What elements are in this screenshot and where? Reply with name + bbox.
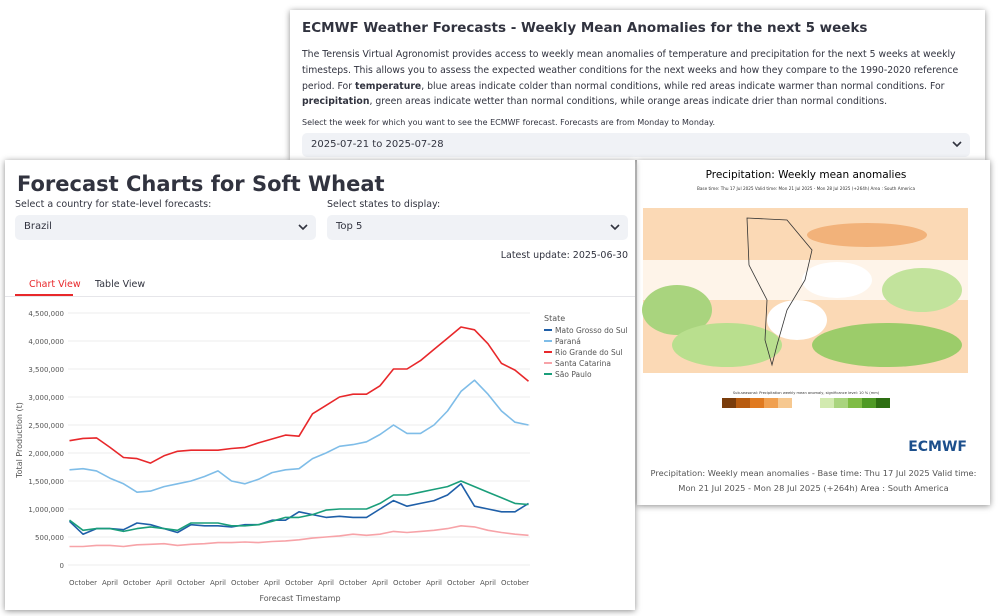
map-title: Precipitation: Weekly mean anomalies	[706, 169, 907, 181]
description: The Terensis Virtual Agronomist provides…	[302, 47, 974, 110]
series-line	[69, 525, 529, 548]
map-area	[642, 285, 712, 335]
y-tick-label: 2,000,000	[28, 450, 64, 458]
latest-update: Latest update: 2025-06-30	[500, 250, 628, 261]
series-line	[69, 326, 530, 464]
map-area	[882, 268, 962, 312]
logo: ECMWF	[908, 439, 967, 455]
ecmwf-title: ECMWF Weather Forecasts - Weekly Mean An…	[302, 20, 868, 36]
country-label: Select a country for state-level forecas…	[15, 199, 212, 210]
y-tick-label: 4,500,000	[28, 310, 64, 318]
text: , blue areas indicate colder than normal…	[421, 80, 945, 92]
states-label: Select states to display:	[327, 199, 441, 210]
select-value: Top 5	[336, 221, 363, 232]
x-tick-label: April	[426, 579, 442, 587]
tab[interactable]: Table View	[95, 279, 146, 290]
text: The Terensis Virtual Agronomist provides…	[302, 49, 959, 92]
legend-label: Mato Grosso do Sul	[555, 326, 627, 335]
select-value: 2025-07-21 to 2025-07-28	[311, 139, 444, 150]
map-figure: Precipitation: Weekly mean anomalies Bas…	[642, 169, 968, 455]
x-tick-label: October	[501, 579, 529, 587]
tab-underline	[15, 294, 73, 296]
chevron	[298, 224, 308, 231]
colorbar	[722, 398, 890, 408]
colorbar-label: Sub-seasonal: Precipitation weekly mean …	[733, 391, 880, 395]
x-tick-label: October	[123, 579, 151, 587]
text: , green areas indicate wetter than norma…	[369, 96, 888, 108]
map-caption: Precipitation: Weekly mean anomalies - B…	[650, 468, 977, 493]
x-tick-label: April	[318, 579, 334, 587]
x-tick-label: April	[264, 579, 280, 587]
y-axis-label: Total Production (t)	[15, 402, 24, 479]
x-tick-label: April	[156, 579, 172, 587]
map-subtitle: Base time: Thu 17 Jul 2025 Valid time: M…	[697, 186, 915, 191]
legend-label: Paraná	[555, 337, 581, 346]
series-line	[69, 379, 529, 493]
x-tick-label: April	[372, 579, 388, 587]
legend-title: State	[544, 314, 565, 323]
map-panel: Precipitation: Weekly mean anomalies Bas…	[637, 160, 990, 505]
forecast-panel: Forecast Charts for Soft Wheat Select a …	[5, 160, 635, 610]
x-tick-label: October	[393, 579, 421, 587]
series-line	[68, 483, 529, 535]
legend-label: São Paulo	[555, 370, 592, 379]
y-tick-label: 1,500,000	[28, 478, 64, 486]
y-tick-label: 2,500,000	[28, 422, 64, 430]
y-tick-label: 500,000	[35, 534, 64, 542]
tab-border	[5, 296, 635, 297]
y-tick-label: 1,000,000	[28, 506, 64, 514]
x-tick-label: October	[231, 579, 259, 587]
map-area	[812, 323, 962, 367]
map-area	[672, 323, 782, 367]
x-tick-label: October	[285, 579, 313, 587]
map-area	[767, 300, 827, 340]
y-tick-label: 0	[60, 562, 64, 570]
ecmwf-panel: ECMWF Weather Forecasts - Weekly Mean An…	[290, 10, 985, 160]
legend-label: Rio Grande do Sul	[555, 348, 623, 357]
select-value: Brazil	[24, 221, 52, 232]
tab[interactable]: Chart View	[29, 279, 81, 290]
x-tick-label: October	[69, 579, 97, 587]
chevron	[952, 141, 962, 148]
x-tick-label: October	[447, 579, 475, 587]
select-label: Select the week for which you want to se…	[302, 118, 716, 127]
x-tick-label: April	[102, 579, 118, 587]
x-axis-label: Forecast Timestamp	[259, 594, 340, 603]
map-area	[807, 223, 927, 247]
series-line	[69, 480, 529, 533]
week-select[interactable]: 2025-07-21 to 2025-07-28	[302, 133, 970, 157]
x-tick-label: October	[339, 579, 367, 587]
x-tick-label: October	[177, 579, 205, 587]
legend-label: Santa Catarina	[555, 359, 611, 368]
y-tick-label: 3,500,000	[28, 366, 64, 374]
continent-outline	[746, 217, 813, 367]
text: precipitation	[302, 96, 370, 108]
y-tick-label: 3,000,000	[28, 394, 64, 402]
chevron	[610, 224, 620, 231]
map-area	[802, 262, 872, 298]
text: temperature	[355, 80, 422, 92]
x-tick-label: April	[480, 579, 496, 587]
states-select[interactable]: Top 5	[327, 215, 628, 240]
y-tick-label: 4,000,000	[28, 338, 64, 346]
forecast-title: Forecast Charts for Soft Wheat	[17, 172, 385, 196]
country-select[interactable]: Brazil	[15, 215, 316, 240]
x-tick-label: April	[210, 579, 226, 587]
